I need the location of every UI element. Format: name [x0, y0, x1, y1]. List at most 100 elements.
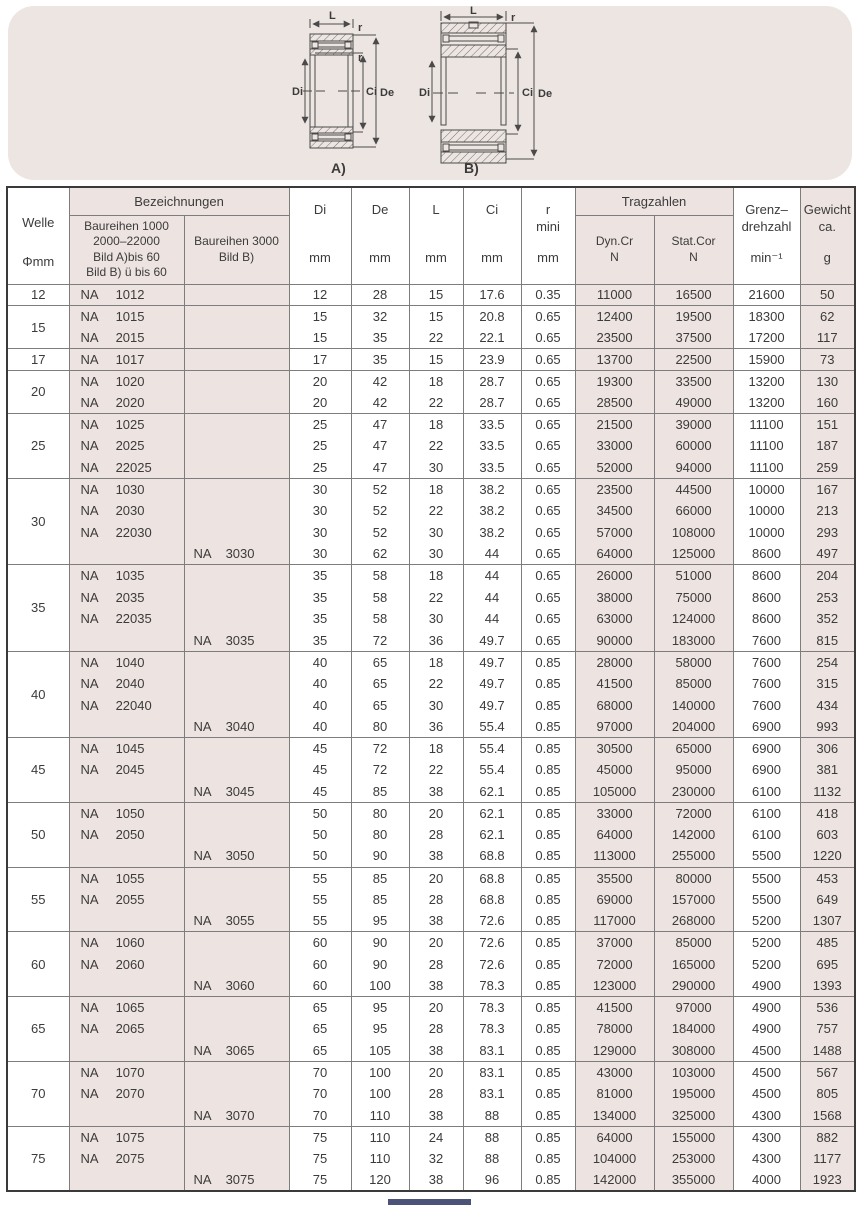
ci-cell: 88	[462, 1147, 522, 1170]
designation-number: 22030	[115, 524, 152, 540]
stat-cor-cell: 108000	[653, 521, 734, 544]
gewicht-cell: 151	[799, 413, 856, 436]
table-row: NA 2050 50 80 28 62.1 0.85 64000 142000 6100 603	[7, 823, 856, 846]
na-prefix: NA	[80, 1064, 99, 1080]
ci-label: Ci	[485, 202, 499, 218]
dim-label-di-a: Di	[292, 86, 303, 98]
ci-cell: 55.4	[462, 715, 522, 738]
grenzdrehzahl-cell: 13200	[732, 391, 801, 414]
designation-number: 22035	[115, 611, 152, 627]
table-row: NA 3075 75 120 38 96 0.85 142000 355000 4000 1923	[7, 1169, 856, 1191]
ci-cell: 62.1	[462, 780, 522, 803]
l-unit: mm	[425, 250, 447, 266]
col-header-baureihen-3000: Baureihen 3000 Bild B)	[183, 214, 290, 285]
de-cell: 47	[350, 413, 410, 436]
de-cell: 42	[350, 391, 410, 414]
dyn-cr-cell: 28500	[574, 391, 655, 414]
di-cell: 70	[288, 1104, 352, 1127]
grenzdrehzahl-cell: 10000	[732, 499, 801, 522]
ci-cell: 44	[462, 607, 522, 630]
bezeichnung-1000-cell: NA 22040	[68, 694, 185, 716]
di-cell: 75	[288, 1147, 352, 1170]
r-mini-cell: 0.65	[520, 499, 576, 522]
r-mini-cell: 0.65	[520, 413, 576, 436]
de-cell: 110	[350, 1104, 410, 1127]
ci-cell: 49.7	[462, 672, 522, 695]
l-cell: 30	[408, 607, 464, 630]
col-header-di: Di mm	[288, 186, 352, 285]
l-cell: 18	[408, 413, 464, 436]
na-prefix: NA	[80, 1000, 99, 1016]
table-row: NA 3060 60 100 38 78.3 0.85 123000 290000 4900 139…	[7, 975, 856, 997]
ci-cell: 96	[462, 1169, 522, 1191]
di-cell: 55	[288, 910, 352, 932]
l-cell: 20	[408, 1060, 464, 1083]
di-cell: 45	[288, 759, 352, 781]
dyn-cr-cell: 33000	[574, 801, 655, 824]
gewicht-cell: 993	[799, 715, 856, 738]
di-cell: 15	[288, 327, 352, 349]
stat-cor-cell: 51000	[653, 564, 734, 587]
l-cell: 30	[408, 543, 464, 565]
bezeichnung-3000-cell	[183, 521, 290, 544]
na-prefix: NA	[193, 1107, 212, 1123]
di-cell: 50	[288, 801, 352, 824]
bezeichnung-3000-cell	[183, 327, 290, 349]
col-header-gewicht: Gewicht ca. g	[799, 186, 856, 285]
r-mini-cell: 0.65	[520, 348, 576, 371]
de-cell: 95	[350, 996, 410, 1019]
bezeichnung-1000-cell: NA 2035	[68, 586, 185, 608]
bezeichnung-3000-cell	[183, 391, 290, 414]
table-row: 12 NA 1012 12 28 15 17.6 0.35 11000 16500 21600 50	[6, 283, 856, 306]
welle-cell: 45	[6, 736, 70, 803]
l-cell: 22	[408, 672, 464, 695]
de-cell: 35	[350, 327, 410, 349]
l-cell: 22	[408, 327, 464, 349]
dyn-cr-cell: 90000	[574, 629, 655, 652]
bezeichnung-3000-cell: NA 3030	[183, 543, 290, 565]
designation-number: 2065	[115, 1021, 145, 1037]
table-row: NA 2055 55 85 28 68.8 0.85 69000 157000 5500 649	[7, 888, 856, 911]
l-cell: 38	[408, 975, 464, 997]
gewicht-cell: 1307	[799, 910, 856, 932]
stat-cor-cell: 22500	[653, 348, 734, 371]
stat-cor-cell: 125000	[653, 543, 734, 565]
di-cell: 20	[288, 391, 352, 414]
table-row: 25 NA 1025 25 47 18 33.5 0.65 21500 39000 11100 151	[6, 413, 856, 479]
r-mini-cell: 0.85	[520, 1104, 576, 1127]
r-mini-cell: 0.85	[520, 759, 576, 781]
grenzdrehzahl-cell: 6100	[732, 801, 801, 824]
de-cell: 100	[350, 1060, 410, 1083]
na-prefix: NA	[80, 503, 99, 519]
de-cell: 85	[350, 780, 410, 803]
bezeichnung-3000-cell: NA 3050	[183, 845, 290, 868]
gewicht-cell: 315	[799, 672, 856, 695]
r-mini-cell: 0.85	[520, 823, 576, 846]
ci-cell: 68.8	[462, 866, 522, 889]
bearing-diagrams: L r r Di Ci De A)	[292, 6, 552, 176]
welle-cell: 25	[6, 413, 70, 479]
dyn-cr-cell: 78000	[574, 1018, 655, 1040]
dyn-cr-cell: 11000	[574, 283, 655, 306]
designation-number: 1065	[115, 1000, 145, 1016]
de-cell: 47	[350, 435, 410, 457]
grenzdrehzahl-cell: 13200	[732, 369, 801, 392]
r-mini-cell: 0.85	[520, 1082, 576, 1105]
gewicht-cell: 536	[799, 996, 856, 1019]
grenzdrehzahl-cell: 7600	[732, 650, 801, 673]
bezeichnung-1000-cell: NA 2040	[68, 672, 185, 695]
figure-label-a: A)	[331, 160, 346, 176]
gewicht-cell: 306	[799, 736, 856, 760]
bezeichnung-1000-cell: NA 1050	[68, 801, 185, 824]
grenzdrehzahl-cell: 5500	[732, 845, 801, 868]
bezeichnung-3000-cell	[183, 953, 290, 975]
di-cell: 35	[288, 564, 352, 587]
ci-cell: 38.2	[462, 521, 522, 544]
dyn-cr-cell: 129000	[574, 1039, 655, 1062]
designation-number: 1040	[115, 654, 145, 670]
na-prefix: NA	[80, 611, 99, 627]
l-cell: 30	[408, 456, 464, 479]
l-cell: 24	[408, 1125, 464, 1148]
designation-number: 1035	[115, 568, 145, 584]
gewicht-cell: 1393	[799, 975, 856, 997]
